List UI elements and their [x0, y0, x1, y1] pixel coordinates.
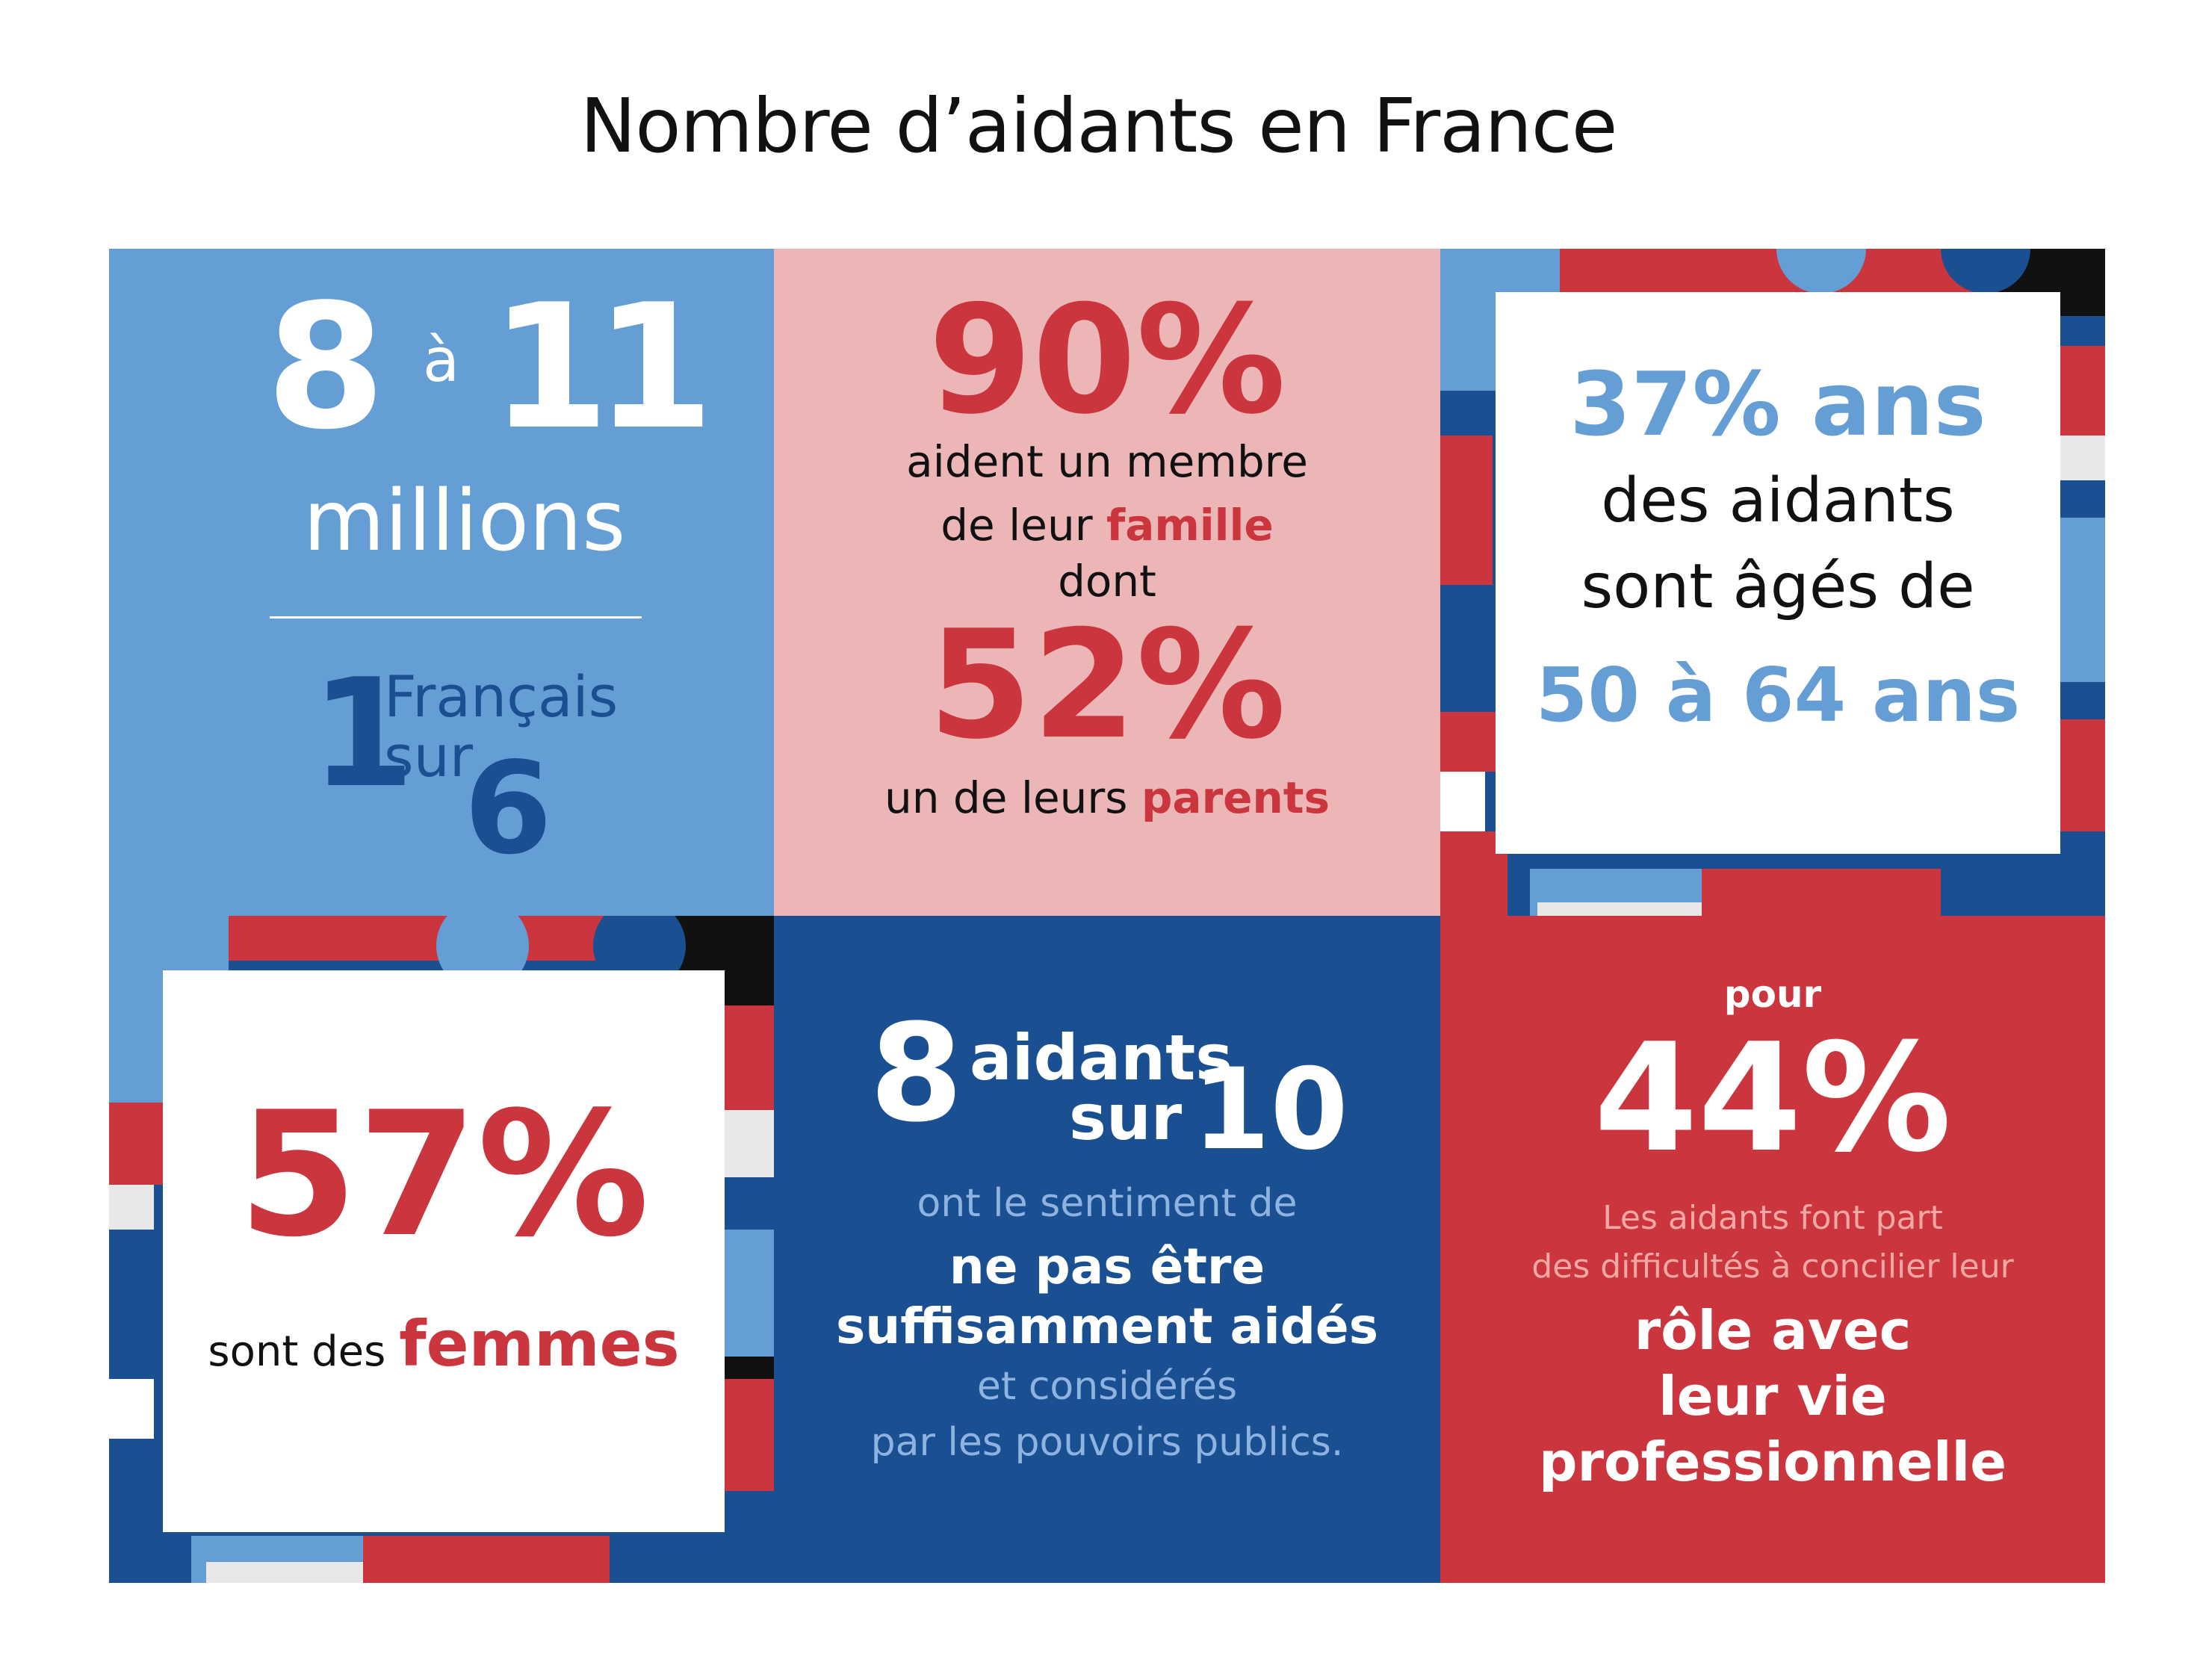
- sentiment-emph1: ne pas être: [949, 1238, 1265, 1295]
- range-from: 8: [266, 268, 386, 468]
- tile-pro: pour 44% Les aidants font part des diffi…: [1440, 916, 2105, 1583]
- ratio-text-line2: sur: [384, 723, 474, 790]
- range-connector: à: [423, 326, 460, 395]
- famille-pct: 90%: [928, 273, 1286, 447]
- famille-emphasis: famille: [1106, 500, 1274, 551]
- pro-emph2: leur vie: [1658, 1365, 1887, 1428]
- pro-emph1: rôle avec: [1634, 1299, 1912, 1362]
- tile-millions: 8 à 11 millions 1 Français sur 6: [109, 249, 774, 916]
- range-unit: millions: [303, 473, 626, 570]
- divider-line: [270, 616, 642, 619]
- femmes-pct: 57%: [238, 1076, 650, 1275]
- pro-pour: pour: [1723, 973, 1822, 1016]
- sentiment-num: 8: [870, 996, 964, 1152]
- femmes-prefix: sont des: [208, 1327, 400, 1376]
- sentiment-line2: et considérés: [976, 1364, 1238, 1409]
- tile-sentiment: 8 aidants sur 10 ont le sentiment de ne …: [774, 916, 1440, 1583]
- femmes-emphasis: femmes: [399, 1307, 680, 1380]
- famille-line3: dont: [1058, 556, 1156, 607]
- age-pct: 37% ans: [1569, 353, 1986, 456]
- ratio-text-line1: Français: [384, 663, 619, 730]
- sentiment-line1: ont le sentiment de: [917, 1181, 1298, 1226]
- range-to: 11: [490, 268, 714, 468]
- parents-line-prefix: un de leurs: [884, 772, 1141, 823]
- sentiment-sur: sur: [1069, 1081, 1183, 1154]
- parents-emphasis: parents: [1141, 772, 1330, 823]
- parents-line: un de leurs parents: [774, 772, 1440, 824]
- sentiment-den: 10: [1192, 1045, 1348, 1175]
- ratio-denominator: 6: [464, 735, 553, 883]
- famille-line1: aident un membre: [906, 436, 1308, 487]
- age-line2: sont âgés de: [1581, 551, 1975, 622]
- sentiment-emph2: suffisamment aidés: [836, 1298, 1378, 1355]
- femmes-line: sont des femmes: [163, 1310, 725, 1386]
- tile-femmes: 57% sont des femmes: [109, 916, 774, 1583]
- pro-line1: Les aidants font part: [1602, 1199, 1943, 1237]
- tile-age: 37% ans des aidants sont âgés de 50 à 64…: [1440, 249, 2105, 916]
- famille-line2: de leur famille: [774, 499, 1440, 551]
- pro-pct: 44%: [1593, 1011, 1952, 1185]
- sentiment-word: aidants: [970, 1021, 1233, 1094]
- age-line1: des aidants: [1601, 465, 1955, 536]
- age-card: 37% ans des aidants sont âgés de 50 à 64…: [1496, 292, 2060, 854]
- age-range: 50 à 64 ans: [1535, 651, 2021, 739]
- sentiment-line3: par les pouvoirs publics.: [870, 1420, 1344, 1465]
- infographic-grid: 8 à 11 millions 1 Français sur 6 90% aid…: [109, 249, 2105, 1583]
- pro-emph3: professionnelle: [1538, 1431, 2007, 1493]
- page-title: Nombre d’aidants en France: [580, 82, 1618, 170]
- parents-pct: 52%: [928, 598, 1286, 772]
- ratio-number: 1: [311, 647, 415, 821]
- tile-famille: 90% aident un membre de leur famille don…: [774, 249, 1440, 916]
- femmes-card: 57% sont des femmes: [163, 970, 725, 1532]
- famille-line2-prefix: de leur: [941, 500, 1106, 551]
- pro-line2: des difficultés à concilier leur: [1531, 1247, 2014, 1286]
